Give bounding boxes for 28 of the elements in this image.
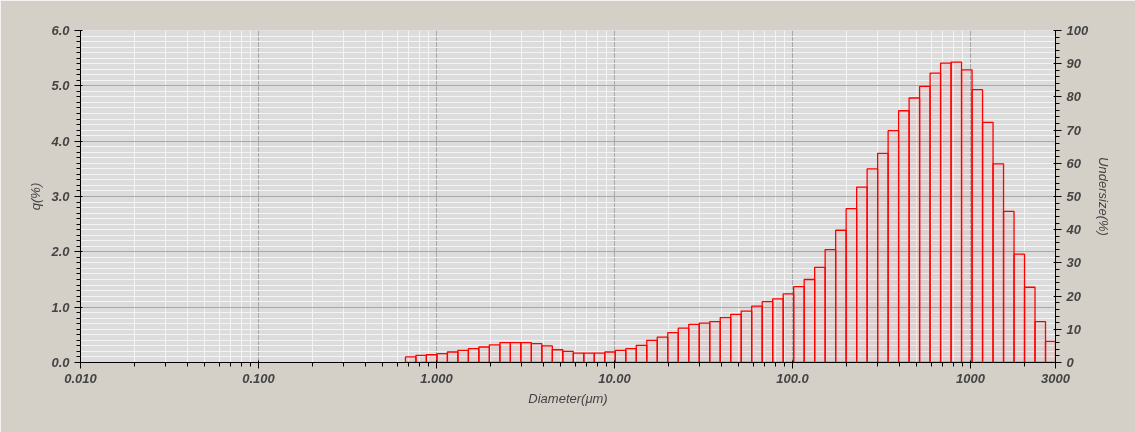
y-tick-label: 4.0 — [50, 133, 71, 149]
y2-tick-label: 40 — [1065, 222, 1082, 238]
x-tick-label: 0.010 — [64, 370, 98, 386]
x-axis-title: Diameter(μm) — [528, 390, 608, 406]
y2-tick-label: 100 — [1066, 23, 1089, 38]
y2-tick-label: 30 — [1066, 255, 1082, 271]
x-tick-label: 100.0 — [776, 370, 810, 386]
y2-tick-label: 10 — [1066, 321, 1082, 337]
y2-tick-label: 60 — [1066, 155, 1082, 171]
x-tick-label: 3000 — [1041, 370, 1071, 386]
y-tick-label: 1.0 — [51, 299, 71, 315]
x-tick-label: 1.000 — [420, 370, 454, 386]
x-tick-label: 0.100 — [242, 370, 276, 386]
y-tick-label: 6.0 — [51, 23, 71, 38]
y-axis-title: q(%) — [28, 182, 44, 211]
y2-tick-label: 20 — [1065, 288, 1082, 304]
y-tick-label: 3.0 — [51, 189, 71, 204]
y-tick-label: 0.0 — [51, 355, 71, 370]
y2-axis-title: Undersize(%) — [1096, 157, 1112, 236]
y2-tick-label: 50 — [1066, 189, 1082, 204]
x-tick-label: 10.00 — [598, 370, 632, 386]
y2-tick-label: 70 — [1066, 122, 1082, 138]
y2-tick-label: 0 — [1066, 355, 1075, 370]
y-tick-label: 5.0 — [51, 78, 71, 94]
y-tick-label: 2.0 — [50, 244, 71, 260]
x-tick-label: 1000 — [956, 370, 986, 386]
y2-tick-label: 90 — [1066, 56, 1082, 72]
y2-tick-label: 80 — [1066, 89, 1082, 105]
